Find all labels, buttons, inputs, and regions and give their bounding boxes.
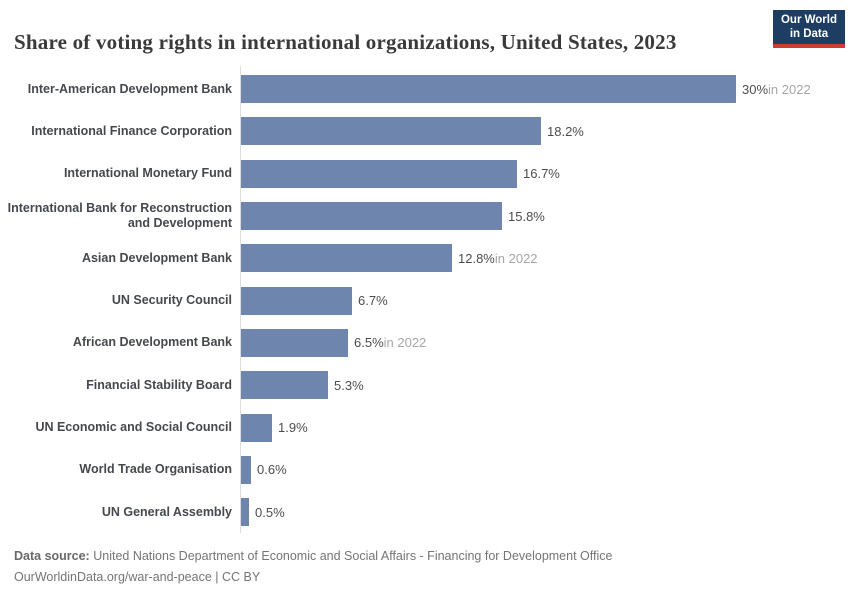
bar[interactable] bbox=[241, 455, 251, 484]
category-label: International Monetary Fund bbox=[63, 166, 232, 181]
category-label: Financial Stability Board bbox=[86, 377, 232, 392]
bar-wrap: 1.9% bbox=[241, 413, 308, 442]
license-text: CC BY bbox=[222, 570, 261, 584]
owid-url-link[interactable]: OurWorldinData.org/war-and-peace bbox=[14, 570, 212, 584]
value-label: 30%in 2022 bbox=[742, 82, 811, 97]
data-source-text: United Nations Department of Economic an… bbox=[93, 549, 613, 563]
value-note: in 2022 bbox=[494, 250, 538, 266]
category-label: Asian Development Bank bbox=[81, 250, 232, 265]
bar-rows: Inter-American Development Bank 30%in 202… bbox=[0, 68, 850, 533]
bar-row: International Monetary Fund 16.7% bbox=[0, 153, 850, 195]
value-number: 1.9% bbox=[278, 420, 308, 436]
value-label: 6.7% bbox=[358, 293, 388, 308]
bar-row: UN Economic and Social Council 1.9% bbox=[0, 406, 850, 448]
value-number: 0.6% bbox=[257, 462, 287, 478]
category-label: World Trade Organisation bbox=[79, 462, 232, 477]
bar-wrap: 6.5%in 2022 bbox=[241, 328, 426, 357]
bar-wrap: 12.8%in 2022 bbox=[241, 244, 538, 273]
chart-title: Share of voting rights in international … bbox=[14, 30, 677, 55]
value-label: 0.5% bbox=[255, 505, 285, 520]
value-label: 6.5%in 2022 bbox=[354, 335, 426, 350]
bar[interactable] bbox=[241, 413, 272, 442]
category-label: UN Economic and Social Council bbox=[35, 420, 232, 435]
footer-separator: | bbox=[215, 570, 219, 584]
bar-row: International Bank for Reconstruction an… bbox=[0, 195, 850, 237]
bar-row: UN Security Council 6.7% bbox=[0, 279, 850, 321]
bar-wrap: 5.3% bbox=[241, 371, 364, 400]
bar[interactable] bbox=[241, 498, 249, 527]
bar-wrap: 30%in 2022 bbox=[241, 75, 811, 104]
bar-wrap: 0.6% bbox=[241, 455, 287, 484]
value-number: 5.3% bbox=[334, 377, 364, 393]
value-label: 18.2% bbox=[547, 124, 584, 139]
owid-logo-line2: in Data bbox=[789, 27, 829, 40]
value-number: 6.5% bbox=[354, 335, 384, 351]
bar[interactable] bbox=[241, 159, 517, 188]
bar-row: Financial Stability Board 5.3% bbox=[0, 364, 850, 406]
bar[interactable] bbox=[241, 75, 736, 104]
value-label: 0.6% bbox=[257, 462, 287, 477]
value-number: 30% bbox=[742, 81, 769, 97]
value-label: 1.9% bbox=[278, 420, 308, 435]
value-number: 16.7% bbox=[523, 166, 560, 182]
bar-row: Asian Development Bank 12.8%in 2022 bbox=[0, 237, 850, 279]
bar-row: African Development Bank 6.5%in 2022 bbox=[0, 322, 850, 364]
value-number: 0.5% bbox=[255, 504, 285, 520]
bar-wrap: 6.7% bbox=[241, 286, 388, 315]
bar-wrap: 18.2% bbox=[241, 117, 584, 146]
owid-logo-line1: Our World bbox=[780, 14, 837, 26]
value-note: in 2022 bbox=[383, 335, 427, 351]
value-label: 5.3% bbox=[334, 378, 364, 393]
bar[interactable] bbox=[241, 371, 328, 400]
category-label: UN General Assembly bbox=[101, 504, 232, 519]
bar[interactable] bbox=[241, 328, 348, 357]
data-source-line: Data source: United Nations Department o… bbox=[14, 546, 612, 567]
data-source-label: Data source: bbox=[14, 549, 90, 563]
bar-wrap: 16.7% bbox=[241, 159, 560, 188]
category-label: International Finance Corporation bbox=[31, 123, 232, 138]
chart-footer: Data source: United Nations Department o… bbox=[14, 546, 612, 588]
owid-logo[interactable]: Our World in Data bbox=[772, 10, 845, 48]
category-label: Inter-American Development Bank bbox=[27, 81, 232, 96]
bar-row: International Finance Corporation 18.2% bbox=[0, 110, 850, 152]
value-label: 16.7% bbox=[523, 166, 560, 181]
category-label: International Bank for Reconstruction an… bbox=[7, 201, 232, 231]
attribution-line: OurWorldinData.org/war-and-peace | CC BY bbox=[14, 567, 612, 588]
bar-chart: Inter-American Development Bank 30%in 202… bbox=[0, 66, 850, 534]
bar-row: World Trade Organisation 0.6% bbox=[0, 449, 850, 491]
bar-row: UN General Assembly 0.5% bbox=[0, 491, 850, 533]
bar-wrap: 15.8% bbox=[241, 202, 545, 231]
value-number: 15.8% bbox=[508, 208, 545, 224]
value-number: 18.2% bbox=[547, 123, 584, 139]
value-number: 6.7% bbox=[358, 293, 388, 309]
y-axis-line bbox=[240, 66, 241, 533]
category-label: UN Security Council bbox=[111, 293, 232, 308]
value-number: 12.8% bbox=[458, 250, 495, 266]
category-label: African Development Bank bbox=[72, 335, 232, 350]
value-note: in 2022 bbox=[768, 81, 811, 97]
bar[interactable] bbox=[241, 286, 352, 315]
bar[interactable] bbox=[241, 117, 541, 146]
value-label: 12.8%in 2022 bbox=[458, 251, 538, 266]
bar-row: Inter-American Development Bank 30%in 202… bbox=[0, 68, 850, 110]
bar-wrap: 0.5% bbox=[241, 498, 285, 527]
bar[interactable] bbox=[241, 202, 502, 231]
value-label: 15.8% bbox=[508, 209, 545, 224]
bar[interactable] bbox=[241, 244, 452, 273]
